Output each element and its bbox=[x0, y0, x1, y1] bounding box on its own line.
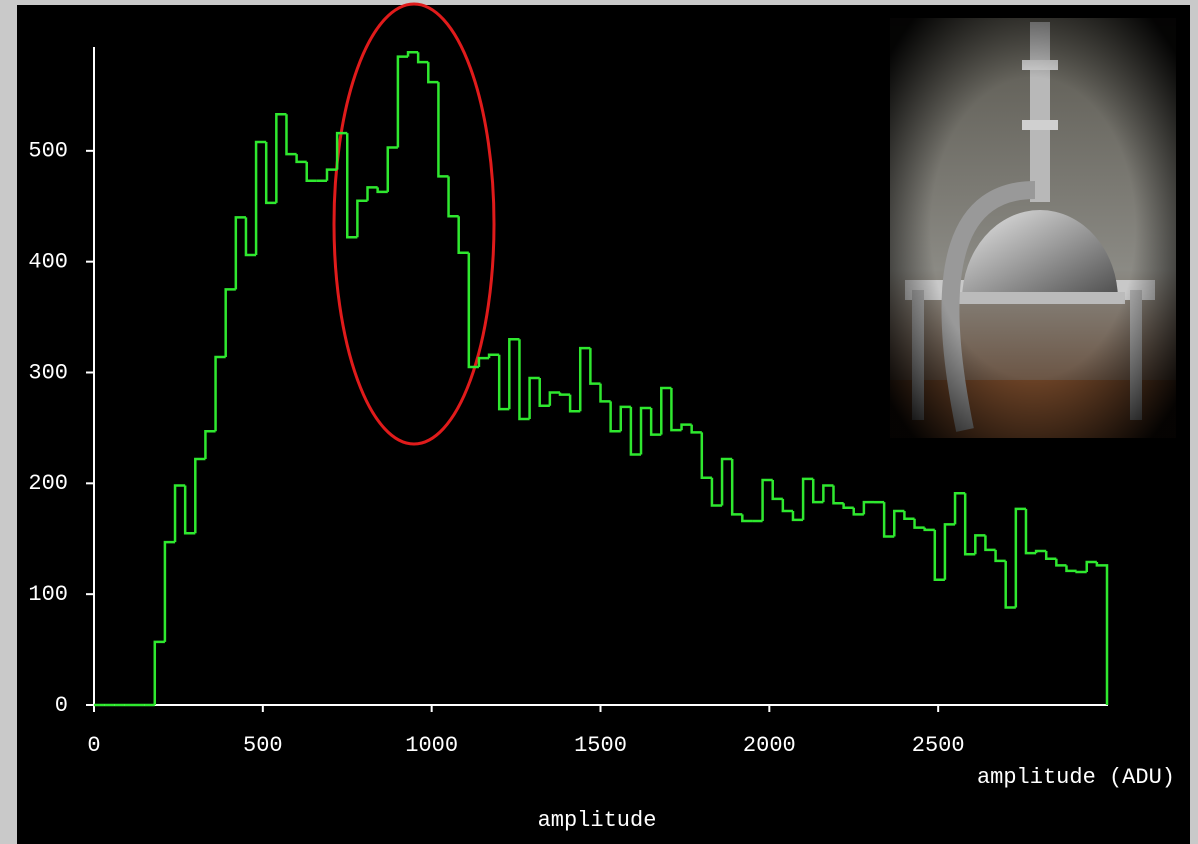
axis-title: amplitude bbox=[538, 808, 657, 833]
histogram-step bbox=[1077, 571, 1087, 572]
y-tick-label: 300 bbox=[28, 360, 68, 385]
inset-photo bbox=[890, 18, 1176, 438]
x-tick-label: 1000 bbox=[405, 733, 458, 758]
x-tick-label: 2500 bbox=[912, 733, 965, 758]
y-tick-label: 500 bbox=[28, 139, 68, 164]
y-tick-label: 400 bbox=[28, 249, 68, 274]
chart: amplitude (ADU) amplitude 05001000150020… bbox=[0, 0, 1198, 844]
x-tick-label: 500 bbox=[243, 733, 283, 758]
y-tick-label: 200 bbox=[28, 471, 68, 496]
x-axis-label: amplitude (ADU) bbox=[977, 765, 1175, 790]
x-tick-label: 2000 bbox=[743, 733, 796, 758]
page: {"chart_data": { "type": "histogram", "x… bbox=[0, 0, 1198, 844]
x-tick-label: 1500 bbox=[574, 733, 627, 758]
y-tick-label: 0 bbox=[55, 693, 68, 718]
x-tick-label: 0 bbox=[87, 733, 100, 758]
y-tick-label: 100 bbox=[28, 582, 68, 607]
